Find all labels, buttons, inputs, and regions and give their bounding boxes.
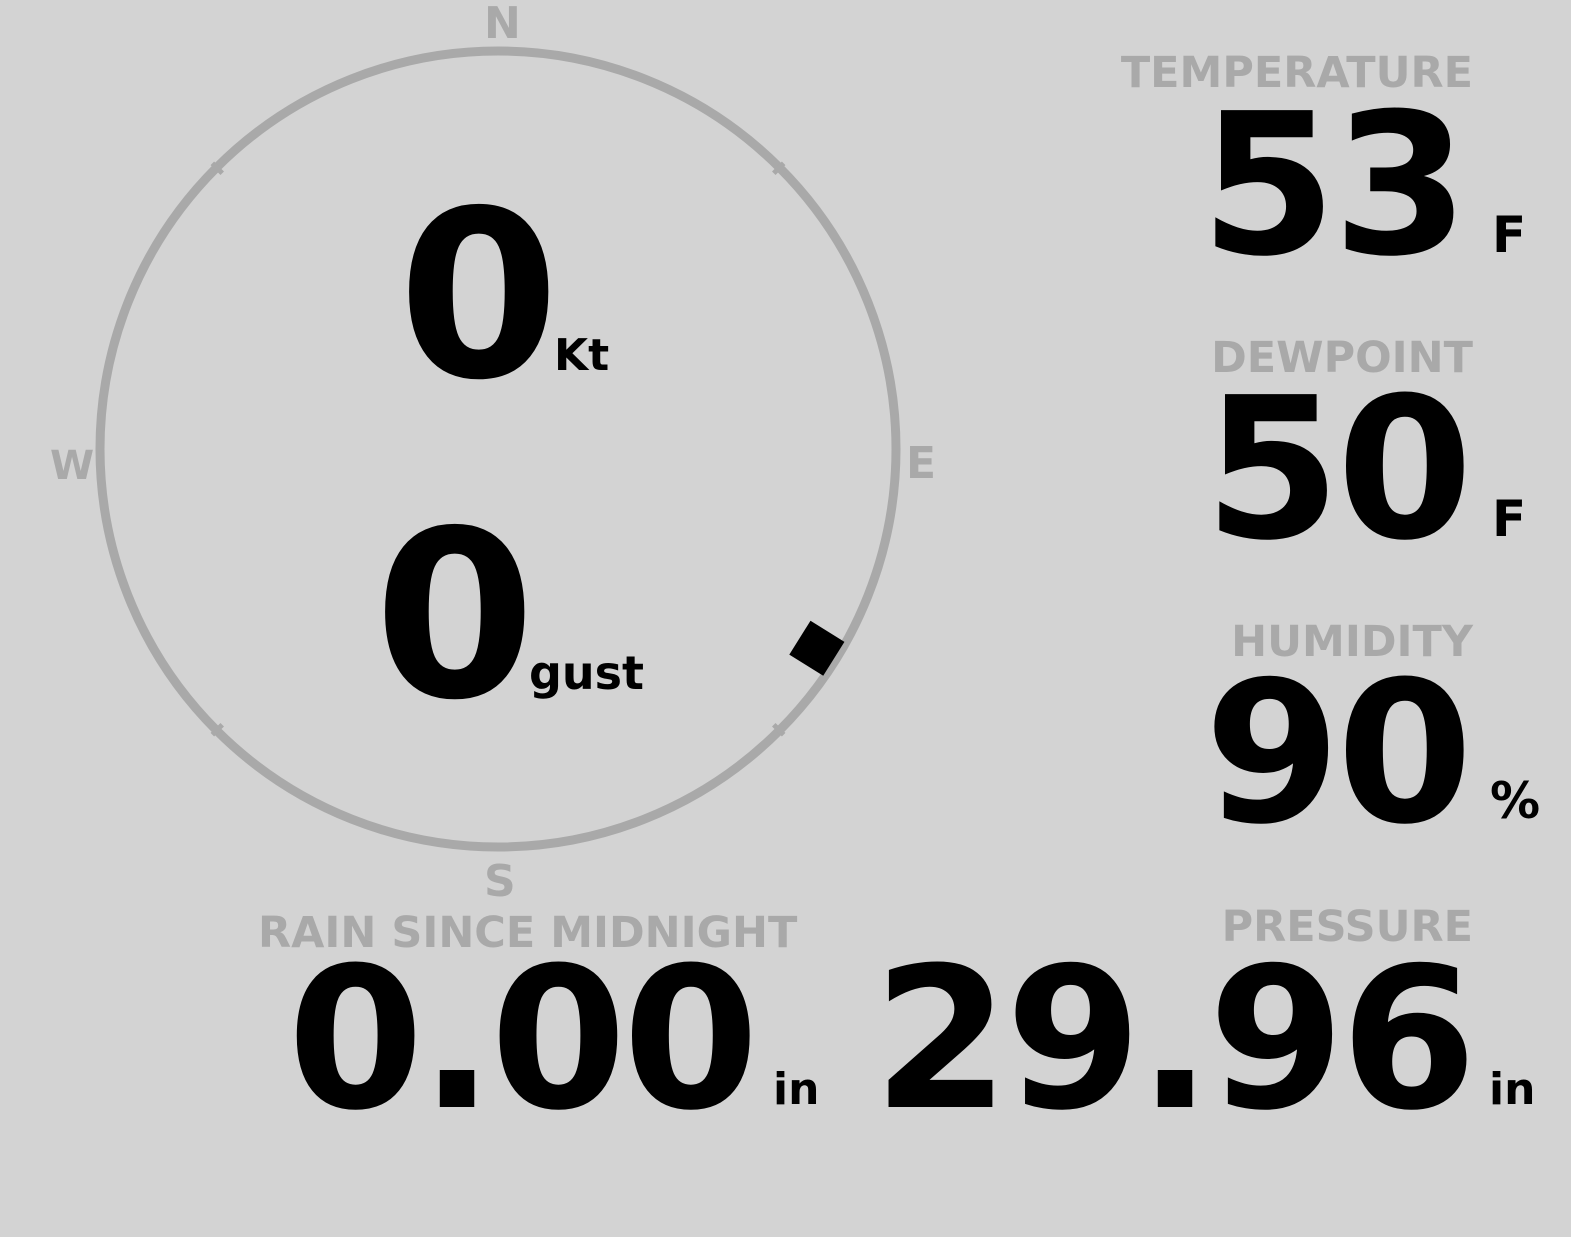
compass-tick	[210, 161, 224, 175]
pressure-value: 29.96	[873, 926, 1477, 1154]
wind-gust-value: 0	[374, 481, 535, 751]
humidity-unit: %	[1490, 772, 1541, 830]
compass-west-label: W	[50, 443, 95, 489]
temperature-value: 53	[1200, 72, 1469, 300]
compass-north-label: N	[484, 0, 521, 49]
humidity-value: 90	[1204, 640, 1473, 868]
dewpoint-label: DEWPOINT	[1211, 333, 1473, 383]
rain-value: 0.00	[287, 926, 759, 1154]
compass-south-label: S	[484, 856, 516, 907]
humidity-label: HUMIDITY	[1231, 617, 1473, 667]
wind-speed-value: 0	[398, 161, 559, 431]
compass-tick	[210, 723, 224, 737]
pressure-label: PRESSURE	[1221, 902, 1473, 952]
wind-speed-unit: Kt	[554, 330, 610, 381]
pressure-unit: in	[1489, 1064, 1536, 1115]
rain-label: RAIN SINCE MIDNIGHT	[258, 908, 798, 958]
wind-direction-marker	[789, 620, 845, 676]
temperature-unit: F	[1492, 206, 1527, 264]
wind-gust-label: gust	[529, 646, 645, 700]
compass-tick	[772, 161, 786, 175]
temperature-label: TEMPERATURE	[1120, 48, 1473, 98]
compass-ring	[95, 46, 901, 852]
compass-east-label: E	[906, 438, 937, 489]
rain-unit: in	[773, 1064, 820, 1115]
compass-tick	[772, 723, 786, 737]
dewpoint-unit: F	[1492, 490, 1527, 548]
dewpoint-value: 50	[1204, 356, 1473, 584]
